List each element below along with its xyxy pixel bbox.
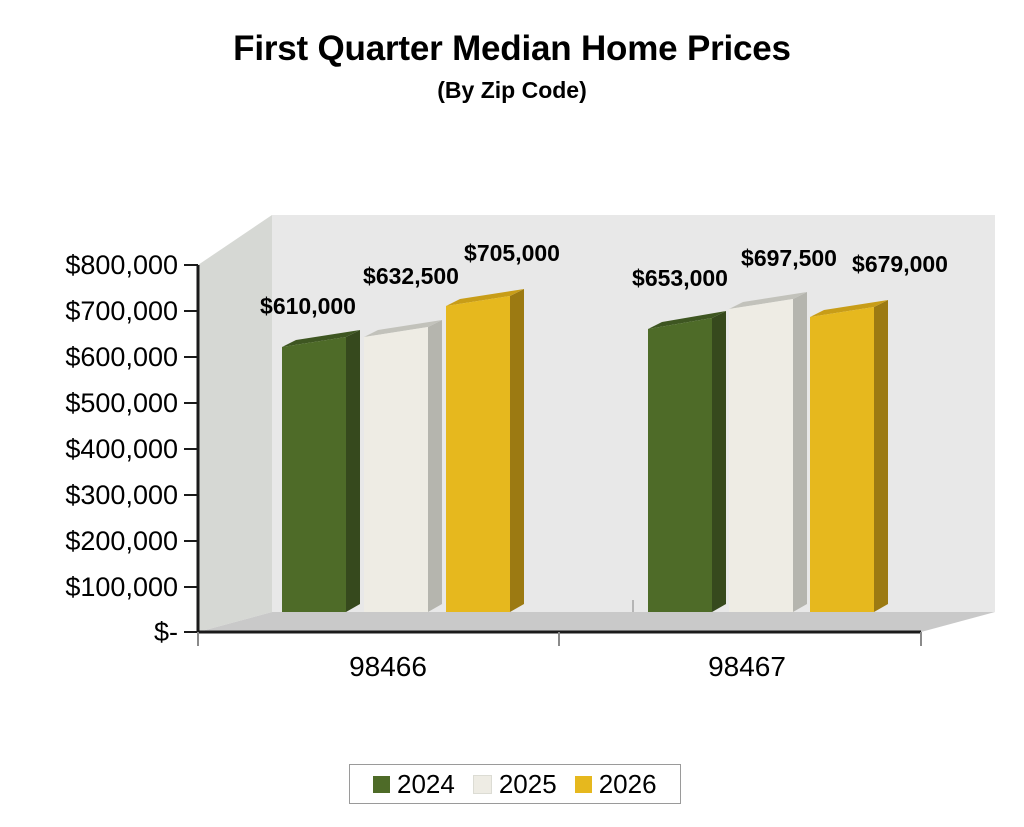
value-label-98466-2024: $610,000	[260, 293, 356, 319]
bar-top	[282, 330, 360, 347]
bar-front	[282, 337, 346, 612]
legend-label: 2025	[498, 769, 557, 799]
bar-side	[874, 300, 888, 612]
bar-top	[446, 289, 524, 306]
legend-swatch-icon	[472, 774, 492, 794]
value-label-98467-2025: $697,500	[741, 245, 837, 271]
x-tick-label-98467: 98467	[708, 651, 786, 682]
bar-98467-2026[interactable]	[810, 300, 888, 612]
value-label-98467-2024: $653,000	[632, 265, 728, 291]
bar-top	[729, 292, 807, 309]
bar-98466-2025[interactable]	[364, 320, 442, 612]
y-tick-label: $500,000	[65, 388, 178, 418]
bar-front	[729, 299, 793, 612]
y-tick-label: $800,000	[65, 250, 178, 280]
y-tick-label: $600,000	[65, 342, 178, 372]
bar-98467-2024[interactable]	[648, 311, 726, 612]
bar-front	[446, 296, 510, 612]
bar-side	[346, 330, 360, 612]
bar-98467-2025[interactable]	[729, 292, 807, 612]
chart-title: First Quarter Median Home Prices	[233, 29, 791, 68]
bar-front	[364, 327, 428, 612]
bar-top	[648, 311, 726, 329]
chart-subtitle: (By Zip Code)	[437, 77, 587, 103]
legend-entry-2025[interactable]: 2025	[472, 769, 557, 799]
bar-top	[364, 320, 442, 337]
floor	[198, 612, 995, 632]
y-tick-label: $400,000	[65, 434, 178, 464]
legend-label: 2024	[397, 769, 455, 799]
bar-98466-2024[interactable]	[282, 330, 360, 612]
y-tick-label: $100,000	[65, 572, 178, 602]
bar-side	[793, 292, 807, 612]
y-axis-ticks	[184, 264, 198, 633]
chart-legend: 2024 2025 2026	[349, 764, 681, 804]
y-tick-label: $300,000	[65, 480, 178, 510]
bar-98466-2026[interactable]	[446, 289, 524, 612]
legend-entry-2026[interactable]: 2026	[574, 769, 657, 799]
y-tick-label: $700,000	[65, 296, 178, 326]
legend-swatch-icon	[373, 775, 390, 793]
x-axis-ticks	[197, 632, 922, 646]
left-wall	[198, 215, 272, 632]
bar-top	[810, 300, 888, 317]
x-tick-label-98466: 98466	[349, 651, 427, 682]
legend-label: 2026	[598, 769, 657, 799]
y-tick-label: $-	[153, 617, 178, 647]
value-label-98466-2026: $705,000	[464, 240, 560, 266]
bar-front	[810, 307, 874, 612]
bar-side	[510, 289, 524, 612]
y-axis-labels: $800,000 $700,000 $600,000 $500,000 $400…	[0, 0, 178, 827]
legend-entry-2024[interactable]: 2024	[373, 771, 455, 797]
y-tick-label: $200,000	[65, 526, 178, 556]
value-label-98466-2025: $632,500	[363, 263, 459, 289]
bar-side	[712, 311, 726, 612]
bar-side	[428, 320, 442, 612]
legend-swatch-icon	[574, 775, 592, 793]
value-label-98467-2026: $679,000	[852, 251, 948, 277]
bar-front	[648, 318, 712, 612]
